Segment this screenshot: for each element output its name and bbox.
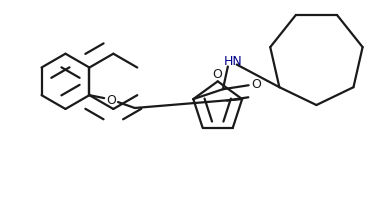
Text: O: O — [212, 68, 221, 81]
Text: O: O — [106, 94, 116, 107]
Text: HN: HN — [223, 55, 242, 68]
Text: O: O — [252, 78, 261, 91]
